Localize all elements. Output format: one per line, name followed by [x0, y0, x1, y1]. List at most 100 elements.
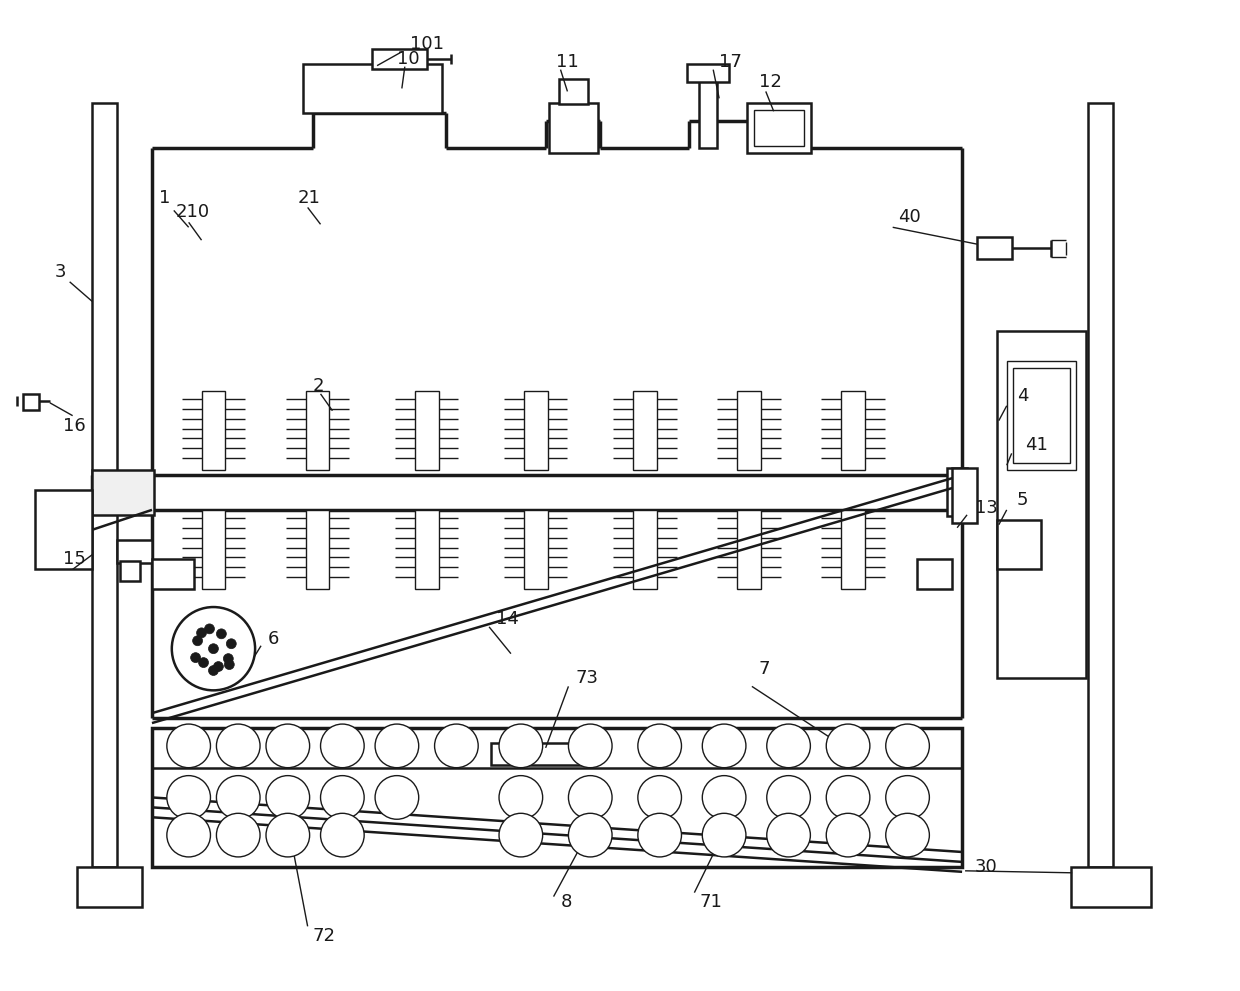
Circle shape — [208, 644, 218, 654]
Bar — [153, 728, 962, 867]
Text: 14: 14 — [496, 609, 518, 628]
Bar — [632, 510, 657, 590]
Circle shape — [637, 776, 682, 820]
Circle shape — [217, 724, 260, 768]
Circle shape — [885, 724, 929, 768]
Bar — [1071, 867, 1151, 907]
Text: 72: 72 — [312, 928, 336, 945]
Bar — [977, 237, 1012, 259]
Circle shape — [223, 654, 233, 664]
Circle shape — [568, 814, 613, 857]
Bar — [35, 490, 93, 570]
Bar — [699, 78, 717, 148]
Circle shape — [637, 724, 682, 768]
Bar — [202, 390, 226, 470]
Bar — [414, 390, 439, 470]
Bar — [754, 110, 805, 146]
Text: 3: 3 — [55, 263, 66, 280]
Text: 10: 10 — [397, 50, 419, 67]
Circle shape — [702, 814, 746, 857]
Circle shape — [198, 658, 208, 668]
Text: 4: 4 — [1017, 386, 1028, 405]
Text: 5: 5 — [1017, 491, 1028, 509]
Bar — [548, 103, 598, 153]
Text: 17: 17 — [719, 53, 742, 70]
Circle shape — [766, 776, 811, 820]
Circle shape — [766, 724, 811, 768]
Circle shape — [205, 624, 215, 634]
Circle shape — [167, 724, 211, 768]
Bar — [120, 562, 140, 582]
Bar — [372, 49, 427, 68]
Circle shape — [568, 776, 613, 820]
Bar — [491, 743, 590, 765]
Bar — [523, 390, 548, 470]
Circle shape — [374, 724, 419, 768]
Circle shape — [192, 636, 202, 646]
Circle shape — [498, 776, 543, 820]
Bar — [947, 468, 967, 516]
Circle shape — [197, 628, 207, 638]
Circle shape — [227, 639, 237, 649]
Circle shape — [167, 776, 211, 820]
Circle shape — [213, 662, 223, 672]
Text: 8: 8 — [560, 893, 572, 911]
Text: 15: 15 — [63, 550, 86, 569]
Circle shape — [826, 724, 870, 768]
Text: 30: 30 — [975, 858, 998, 876]
Circle shape — [217, 814, 260, 857]
Circle shape — [374, 776, 419, 820]
Text: 12: 12 — [759, 72, 781, 90]
Text: 2: 2 — [312, 377, 324, 395]
Text: 41: 41 — [1024, 436, 1048, 455]
Circle shape — [191, 653, 201, 663]
Circle shape — [568, 724, 613, 768]
Bar — [77, 867, 143, 907]
Circle shape — [702, 776, 746, 820]
Text: 6: 6 — [268, 630, 279, 648]
Text: 1: 1 — [159, 188, 170, 206]
Circle shape — [637, 814, 682, 857]
Bar — [523, 510, 548, 590]
Circle shape — [766, 814, 811, 857]
Bar — [687, 63, 729, 81]
Text: 16: 16 — [63, 416, 86, 435]
Bar — [202, 510, 226, 590]
Bar — [841, 510, 866, 590]
Bar — [632, 390, 657, 470]
Bar — [153, 560, 193, 590]
Circle shape — [217, 629, 227, 639]
Circle shape — [826, 776, 870, 820]
Bar — [93, 470, 154, 515]
Circle shape — [885, 814, 929, 857]
Bar — [306, 510, 330, 590]
Text: 210: 210 — [176, 203, 210, 221]
Circle shape — [320, 776, 365, 820]
Circle shape — [885, 776, 929, 820]
Circle shape — [498, 814, 543, 857]
Circle shape — [267, 776, 310, 820]
Bar — [1087, 103, 1112, 867]
Circle shape — [702, 724, 746, 768]
Text: 13: 13 — [975, 498, 998, 517]
Bar — [1013, 368, 1070, 463]
Bar — [997, 520, 1042, 570]
Text: 11: 11 — [556, 53, 578, 70]
Circle shape — [498, 724, 543, 768]
Circle shape — [217, 776, 260, 820]
Bar — [24, 393, 38, 409]
Bar — [118, 540, 153, 564]
Text: 101: 101 — [409, 35, 444, 53]
Circle shape — [267, 724, 310, 768]
Bar — [414, 510, 439, 590]
Circle shape — [826, 814, 870, 857]
Bar — [841, 390, 866, 470]
Text: 40: 40 — [898, 208, 920, 226]
Circle shape — [167, 814, 211, 857]
Circle shape — [172, 607, 255, 691]
Bar — [737, 510, 761, 590]
Circle shape — [267, 814, 310, 857]
Bar — [918, 560, 952, 590]
Text: 21: 21 — [298, 188, 321, 206]
Circle shape — [208, 666, 218, 676]
